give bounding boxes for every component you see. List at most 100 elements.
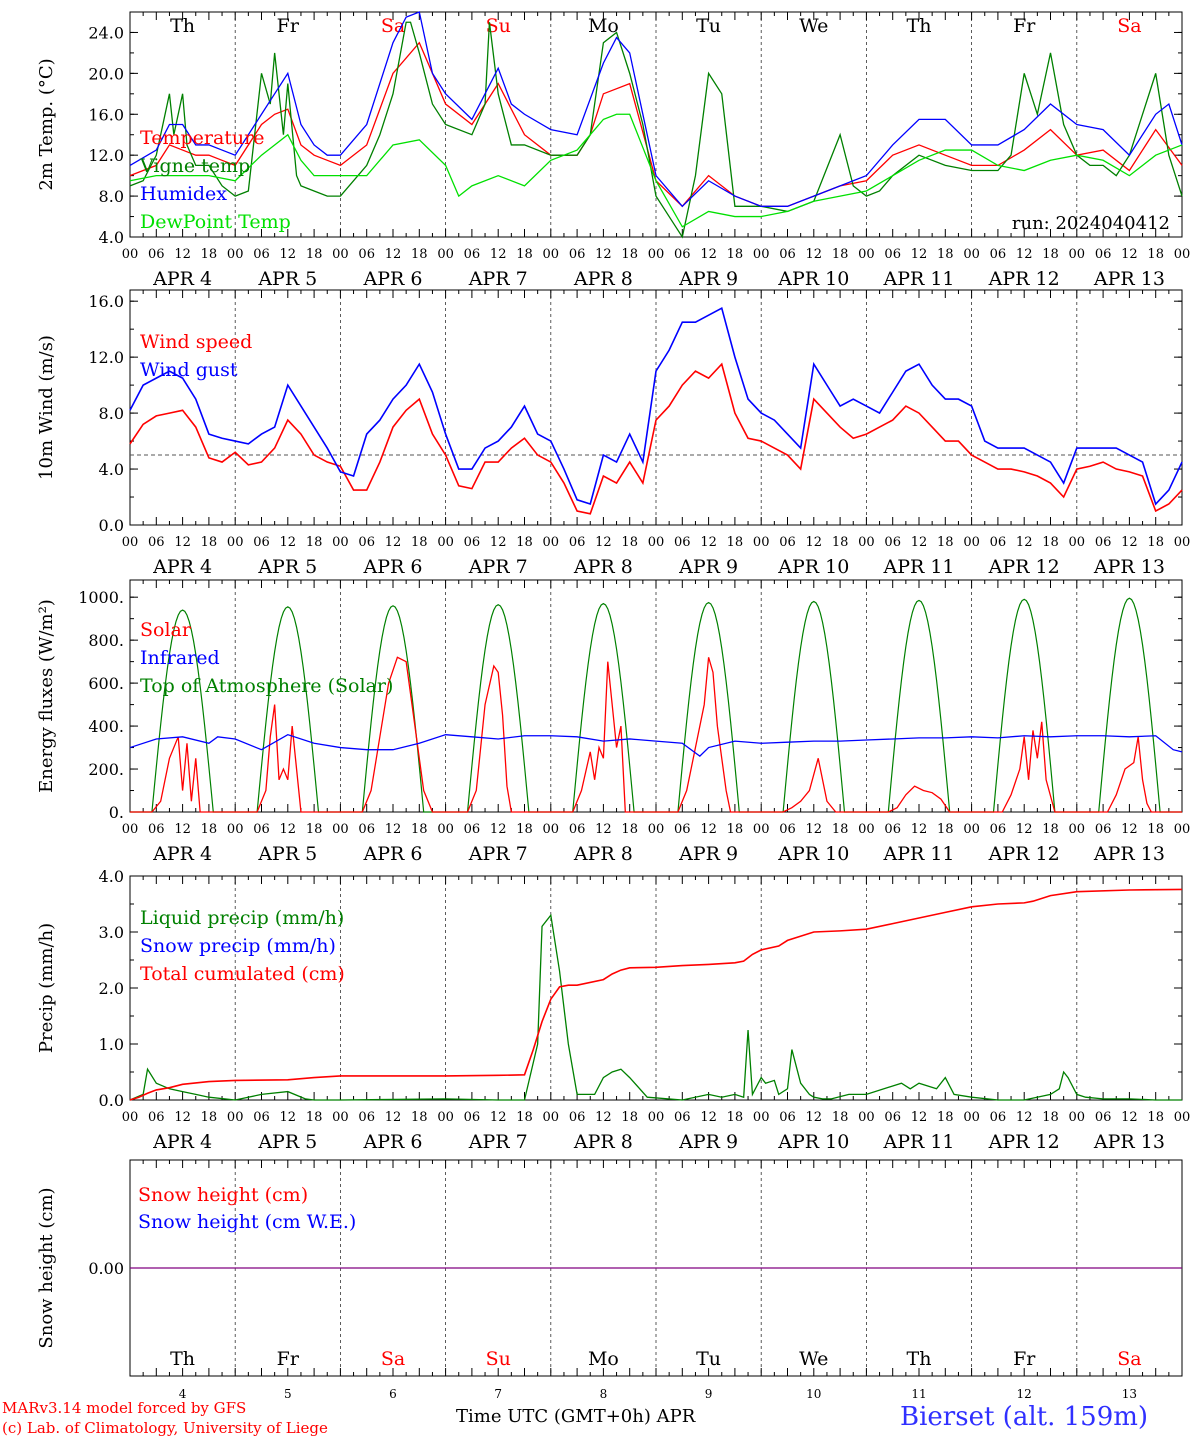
hour-label: 06 [464, 535, 481, 550]
weekday-label: Th [170, 1348, 195, 1370]
date-label: APR 10 [777, 268, 849, 290]
date-label: APR 8 [573, 1131, 633, 1153]
hour-label: 18 [1147, 535, 1164, 550]
hour-label: 00 [227, 822, 244, 837]
hour-label: 00 [648, 822, 665, 837]
date-label: APR 5 [257, 268, 317, 290]
hour-label: 12 [1121, 535, 1138, 550]
hour-label: 18 [411, 535, 428, 550]
hour-label: 06 [1095, 822, 1112, 837]
legend-entry: Vigne temp [139, 155, 250, 177]
series-dewpoint-temp [129, 113, 1183, 228]
hour-label: 00 [858, 822, 875, 837]
weekday-label: We [799, 15, 828, 37]
weekday-label: Sa [381, 1348, 405, 1370]
legend-entry: Snow height (cm) [138, 1184, 308, 1206]
hour-label: 06 [148, 1110, 165, 1125]
hour-label: 00 [1174, 1110, 1191, 1125]
hour-label: 06 [884, 535, 901, 550]
day-number-label: 4 [179, 1387, 187, 1401]
series-solar [130, 656, 1182, 813]
hour-label: 06 [779, 247, 796, 262]
hour-label: 00 [543, 1110, 560, 1125]
hour-label: 18 [1147, 822, 1164, 837]
date-label: APR 6 [363, 843, 423, 865]
y-tick-label: 800. [88, 631, 124, 650]
hour-label: 12 [700, 247, 717, 262]
weekday-label: Th [907, 15, 932, 37]
date-label: APR 12 [988, 1131, 1060, 1153]
hour-label: 18 [937, 535, 954, 550]
date-label: APR 9 [678, 1131, 738, 1153]
hour-label: 06 [884, 822, 901, 837]
date-label: APR 12 [988, 268, 1060, 290]
weekday-label: Su [486, 15, 511, 37]
hour-label: 06 [569, 247, 586, 262]
hour-label: 18 [306, 247, 323, 262]
hour-label: 18 [516, 822, 533, 837]
legend-entry: Humidex [140, 183, 227, 205]
weekday-label: Fr [1013, 15, 1036, 37]
day-number-label: 10 [806, 1387, 821, 1401]
y-tick-label: 600. [88, 674, 124, 693]
copyright-credit: (c) Lab. of Climatology, University of L… [2, 1419, 328, 1437]
panel-1: 4.0 8.0 12.0 16.0 20.0 24.0 2m Temp. (°C) 00 06 1… [36, 11, 1190, 290]
hour-label: 00 [648, 1110, 665, 1125]
hour-label: 12 [1016, 822, 1033, 837]
legend-entry: DewPoint Temp [140, 211, 291, 233]
panel-2: 0.0 4.0 8.0 12.0 16.0 10m Wind (m/s) 00 06 12 18 A… [36, 289, 1190, 578]
hour-label: 12 [911, 1110, 928, 1125]
hour-label: 06 [464, 822, 481, 837]
weekday-label: Tu [696, 15, 721, 37]
weekday-label: Su [486, 1348, 511, 1370]
hour-label: 06 [674, 822, 691, 837]
weekday-label: Sa [1117, 15, 1141, 37]
hour-label: 06 [779, 822, 796, 837]
date-label: APR 5 [257, 556, 317, 578]
date-label: APR 12 [988, 843, 1060, 865]
day-number-label: 5 [284, 1387, 292, 1401]
hour-label: 00 [122, 247, 139, 262]
legend-entry: Liquid precip (mm/h) [140, 907, 344, 929]
weekday-label: Mo [588, 15, 619, 37]
weekday-label: Mo [588, 1348, 619, 1370]
hour-label: 00 [858, 1110, 875, 1125]
panel-4: 0.0 1.0 2.0 3.0 4.0 Precip (mm/h) 00 06 12 18 APR … [36, 867, 1190, 1153]
hour-label: 06 [358, 1110, 375, 1125]
hour-label: 18 [1147, 247, 1164, 262]
y-tick-label: 0.0 [99, 516, 124, 535]
series-vigne-temp [129, 21, 1183, 239]
day-number-label: 8 [600, 1387, 608, 1401]
hour-label: 18 [727, 535, 744, 550]
date-label: APR 11 [882, 268, 954, 290]
date-label: APR 10 [777, 556, 849, 578]
hour-label: 06 [569, 1110, 586, 1125]
hour-label: 18 [516, 535, 533, 550]
date-label: APR 7 [468, 843, 528, 865]
hour-label: 18 [201, 247, 218, 262]
hour-label: 00 [227, 247, 244, 262]
hour-label: 12 [806, 1110, 823, 1125]
day-number-label: 7 [494, 1387, 502, 1401]
hour-label: 00 [963, 247, 980, 262]
legend-entry: Temperature [140, 127, 264, 149]
hour-label: 18 [727, 822, 744, 837]
hour-label: 06 [253, 535, 270, 550]
hour-label: 00 [753, 1110, 770, 1125]
date-label: APR 11 [882, 843, 954, 865]
hour-label: 18 [411, 1110, 428, 1125]
hour-label: 00 [1069, 822, 1086, 837]
hour-label: 06 [674, 1110, 691, 1125]
hour-label: 12 [385, 247, 402, 262]
hour-label: 18 [201, 535, 218, 550]
date-label: APR 13 [1093, 1131, 1165, 1153]
hour-label: 00 [122, 535, 139, 550]
hour-label: 18 [832, 1110, 849, 1125]
hour-label: 00 [227, 1110, 244, 1125]
date-label: APR 4 [152, 843, 212, 865]
y-axis-title: Energy fluxes (W/m²) [36, 599, 57, 793]
hour-label: 06 [990, 1110, 1007, 1125]
hour-label: 18 [1042, 247, 1059, 262]
hour-label: 12 [806, 822, 823, 837]
hour-label: 12 [911, 822, 928, 837]
